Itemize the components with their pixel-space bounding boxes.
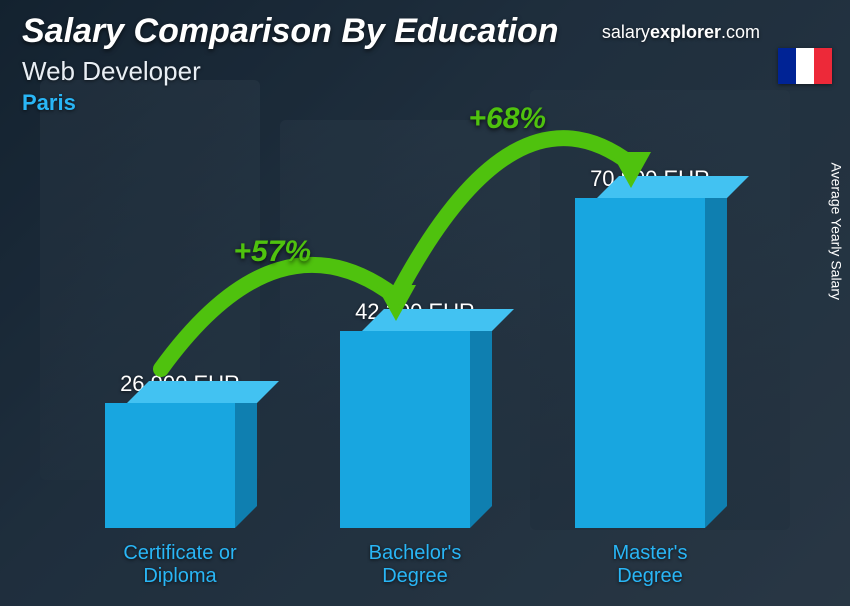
brand-suffix: .com xyxy=(721,22,760,42)
flag-stripe xyxy=(778,48,796,84)
page-title: Salary Comparison By Education xyxy=(22,12,559,51)
increase-percent-badge: +68% xyxy=(469,102,547,136)
job-title: Web Developer xyxy=(22,56,201,87)
brand-prefix: salary xyxy=(602,22,650,42)
brand-watermark: salaryexplorer.com xyxy=(602,22,760,43)
location-label: Paris xyxy=(22,90,76,116)
infographic-stage: Salary Comparison By Education Web Devel… xyxy=(0,0,850,606)
y-axis-label-wrap: Average Yearly Salary xyxy=(820,0,850,606)
y-axis-label: Average Yearly Salary xyxy=(828,163,844,301)
salary-bar-chart: 26,900 EUR42,200 EUR70,800 EUR Certifica… xyxy=(40,130,790,588)
increase-arrow-icon xyxy=(40,130,790,588)
flag-stripe xyxy=(796,48,814,84)
brand-bold: explorer xyxy=(650,22,721,42)
